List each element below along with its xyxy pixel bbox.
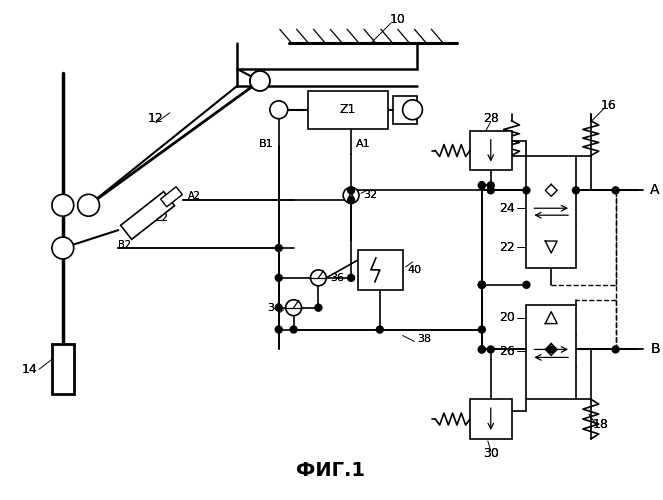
Circle shape — [286, 300, 302, 316]
Text: 28: 28 — [483, 112, 499, 125]
Circle shape — [270, 101, 288, 118]
Circle shape — [479, 182, 485, 189]
Text: Z1: Z1 — [340, 104, 356, 117]
Text: 24: 24 — [499, 202, 514, 214]
Circle shape — [479, 346, 485, 353]
Text: ФИГ.1: ФИГ.1 — [296, 462, 365, 480]
Text: 12: 12 — [148, 112, 164, 125]
Text: B: B — [650, 342, 660, 356]
Text: 40: 40 — [408, 265, 422, 275]
Circle shape — [523, 282, 530, 288]
Text: 38: 38 — [418, 334, 432, 344]
Circle shape — [290, 326, 297, 333]
Circle shape — [487, 187, 494, 194]
Text: 32: 32 — [363, 190, 377, 200]
Text: A2: A2 — [188, 192, 200, 202]
Circle shape — [275, 274, 282, 281]
Circle shape — [479, 282, 485, 288]
Bar — [121, 192, 174, 240]
Text: 14: 14 — [21, 363, 37, 376]
Text: 22: 22 — [499, 240, 514, 254]
Circle shape — [479, 182, 485, 189]
Circle shape — [479, 282, 485, 288]
Circle shape — [275, 326, 282, 333]
Text: 14: 14 — [21, 363, 37, 376]
Text: 30: 30 — [483, 448, 499, 460]
Circle shape — [479, 282, 485, 288]
Circle shape — [250, 71, 270, 91]
Circle shape — [275, 304, 282, 311]
Bar — [526, 156, 576, 268]
Text: A1: A1 — [356, 138, 371, 148]
Text: 20: 20 — [499, 311, 514, 324]
Circle shape — [52, 237, 74, 259]
Text: B2: B2 — [118, 240, 131, 250]
Circle shape — [572, 187, 579, 194]
Circle shape — [487, 182, 494, 189]
Text: Z2: Z2 — [155, 213, 168, 223]
Text: 28: 28 — [483, 112, 499, 125]
Text: 18: 18 — [593, 418, 609, 430]
Text: 26: 26 — [499, 345, 514, 358]
Bar — [52, 344, 74, 394]
Text: 10: 10 — [390, 13, 406, 26]
Text: 24: 24 — [499, 202, 514, 214]
Text: Z1: Z1 — [340, 104, 356, 117]
Text: 32: 32 — [363, 190, 377, 200]
Circle shape — [315, 304, 322, 311]
Text: B1: B1 — [259, 138, 274, 148]
Bar — [308, 91, 388, 128]
Text: 18: 18 — [593, 418, 609, 430]
Text: B: B — [650, 342, 660, 356]
Bar — [392, 96, 418, 124]
Circle shape — [343, 188, 359, 204]
Circle shape — [548, 346, 555, 353]
Circle shape — [347, 274, 355, 281]
Text: 16: 16 — [601, 100, 617, 112]
Text: 34: 34 — [268, 302, 282, 312]
Circle shape — [347, 197, 355, 204]
Circle shape — [523, 187, 530, 194]
Text: 38: 38 — [418, 334, 432, 344]
Text: A: A — [650, 184, 660, 198]
Text: 10: 10 — [390, 13, 406, 26]
Circle shape — [310, 270, 326, 286]
Circle shape — [402, 100, 422, 119]
Text: 34: 34 — [268, 302, 282, 312]
Text: 12: 12 — [148, 112, 164, 125]
Text: A: A — [650, 184, 660, 198]
Text: 36: 36 — [330, 273, 344, 283]
Text: Z2: Z2 — [155, 213, 168, 223]
Text: 16: 16 — [601, 100, 617, 112]
Text: 30: 30 — [483, 448, 499, 460]
Circle shape — [52, 194, 74, 216]
Circle shape — [78, 194, 99, 216]
Bar — [470, 130, 512, 170]
Circle shape — [377, 326, 383, 333]
Circle shape — [275, 244, 282, 252]
Circle shape — [487, 346, 494, 353]
Text: B1: B1 — [259, 138, 274, 148]
Circle shape — [347, 187, 355, 194]
Bar — [358, 250, 402, 290]
Text: 36: 36 — [330, 273, 344, 283]
Bar — [470, 399, 512, 439]
Circle shape — [479, 326, 485, 333]
Text: 20: 20 — [499, 311, 514, 324]
Circle shape — [479, 346, 485, 353]
Bar — [160, 187, 182, 207]
Text: A2: A2 — [188, 192, 200, 202]
Circle shape — [612, 346, 619, 353]
Text: 22: 22 — [499, 240, 514, 254]
Text: B2: B2 — [118, 240, 131, 250]
Circle shape — [612, 187, 619, 194]
Text: A1: A1 — [356, 138, 371, 148]
Bar — [526, 304, 576, 399]
Circle shape — [250, 71, 270, 91]
Text: 40: 40 — [408, 265, 422, 275]
Text: 26: 26 — [499, 345, 514, 358]
